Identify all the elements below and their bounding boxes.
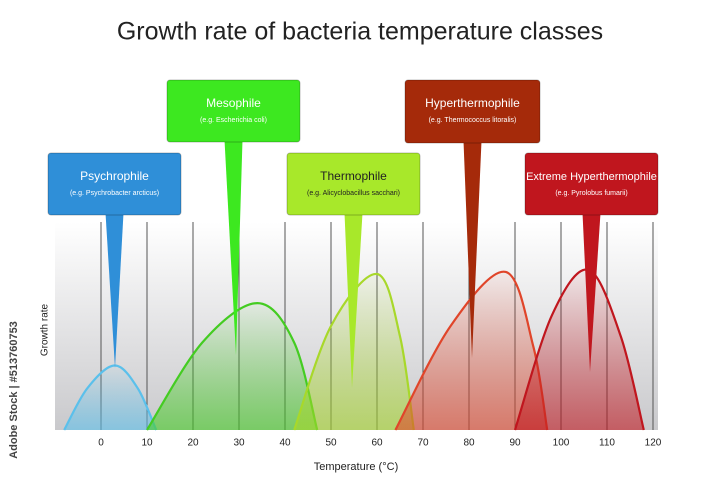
area [515,269,644,430]
callout-example: (e.g. Alicyclobacillus sacchari) [307,190,400,197]
line [293,272,415,431]
callout-pointer [224,140,243,355]
y-axis-label: Growth rate [40,303,51,356]
callout-box [404,79,541,144]
x-tick-label: 70 [417,438,429,449]
x-tick-label: 100 [553,438,570,449]
callout-box [47,152,182,216]
callout-box [524,152,659,216]
callout-pointer [344,213,363,388]
legend-label: Hyperthermophile [425,96,520,110]
area [395,271,548,430]
x-tick-label: 20 [187,438,199,449]
x-tick-label: 40 [279,438,291,449]
x-tick-label: 110 [599,438,615,449]
callout-example: (e.g. Psychrobacter arcticus) [70,190,159,197]
x-tick-label: 90 [509,438,521,449]
legend-label: Mesophile [206,96,261,110]
callout-box [166,79,301,143]
area [147,303,318,430]
x-tick-label: 50 [325,438,337,449]
callout-pointer [582,213,601,372]
line [63,364,158,431]
x-tick-label: 10 [141,438,153,449]
x-tick-label: 120 [645,438,662,449]
chart-title: Growth rate of bacteria temperature clas… [117,18,603,46]
callout-example: (e.g. Escherichia coli) [200,117,267,124]
watermark: Adobe Stock | #513760753 [8,321,20,459]
legend-label: Thermophile [320,169,387,183]
callout-pointer [463,141,482,358]
callout-example: (e.g. Pyrolobus fumarii) [555,190,627,197]
callout-pointer [105,213,124,368]
legend-label: Psychrophile [80,169,149,183]
x-tick-label: 0 [98,438,104,449]
callout-box [286,152,421,216]
x-axis-label: Temperature (°C) [314,461,398,473]
x-tick-label: 30 [233,438,245,449]
legend-label: Extreme Hyperthermophile [526,171,657,183]
line [146,302,319,431]
callout-example: (e.g. Thermococcus litoralis) [429,117,517,124]
x-tick-label: 60 [371,438,383,449]
x-tick-label: 80 [463,438,475,449]
